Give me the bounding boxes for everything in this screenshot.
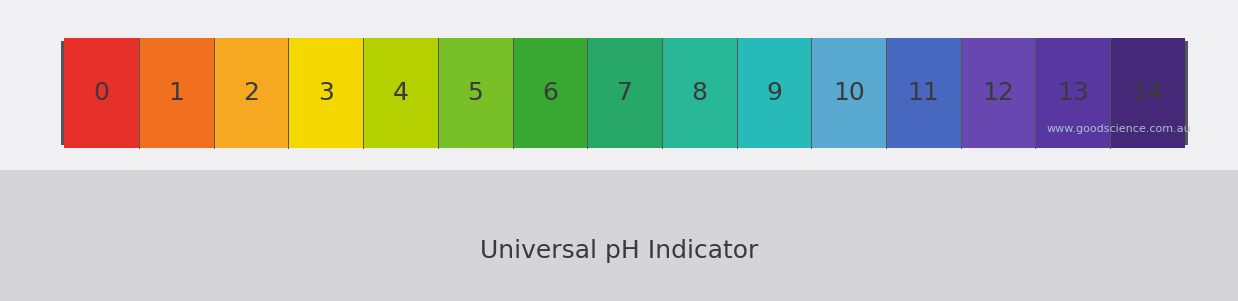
Text: 2: 2 <box>243 81 259 105</box>
Text: 9: 9 <box>766 81 782 105</box>
Text: 6: 6 <box>542 81 558 105</box>
Bar <box>62 41 1187 145</box>
Bar <box>587 38 662 148</box>
Text: 4: 4 <box>392 81 409 105</box>
Text: 5: 5 <box>467 81 483 105</box>
Bar <box>0 170 1238 301</box>
Text: 13: 13 <box>1057 81 1088 105</box>
Bar <box>1110 38 1185 148</box>
Text: 8: 8 <box>691 81 707 105</box>
Text: 11: 11 <box>907 81 940 105</box>
Bar <box>438 38 513 148</box>
Bar <box>64 38 139 148</box>
Bar <box>288 38 363 148</box>
Text: 14: 14 <box>1132 81 1164 105</box>
Bar <box>214 38 288 148</box>
Bar <box>886 38 961 148</box>
Text: 7: 7 <box>617 81 633 105</box>
Text: www.goodscience.com.au: www.goodscience.com.au <box>1046 124 1191 135</box>
Text: 12: 12 <box>982 81 1014 105</box>
Bar <box>139 38 214 148</box>
Bar <box>737 38 811 148</box>
Bar <box>961 38 1035 148</box>
Text: 1: 1 <box>168 81 184 105</box>
Bar <box>1035 38 1110 148</box>
Bar <box>811 38 886 148</box>
Text: 0: 0 <box>94 81 110 105</box>
Bar <box>513 38 587 148</box>
Text: Universal pH Indicator: Universal pH Indicator <box>480 239 758 263</box>
Bar <box>662 38 737 148</box>
Text: 3: 3 <box>318 81 334 105</box>
Bar <box>0 0 1238 170</box>
Text: 10: 10 <box>833 81 864 105</box>
Bar <box>363 38 438 148</box>
